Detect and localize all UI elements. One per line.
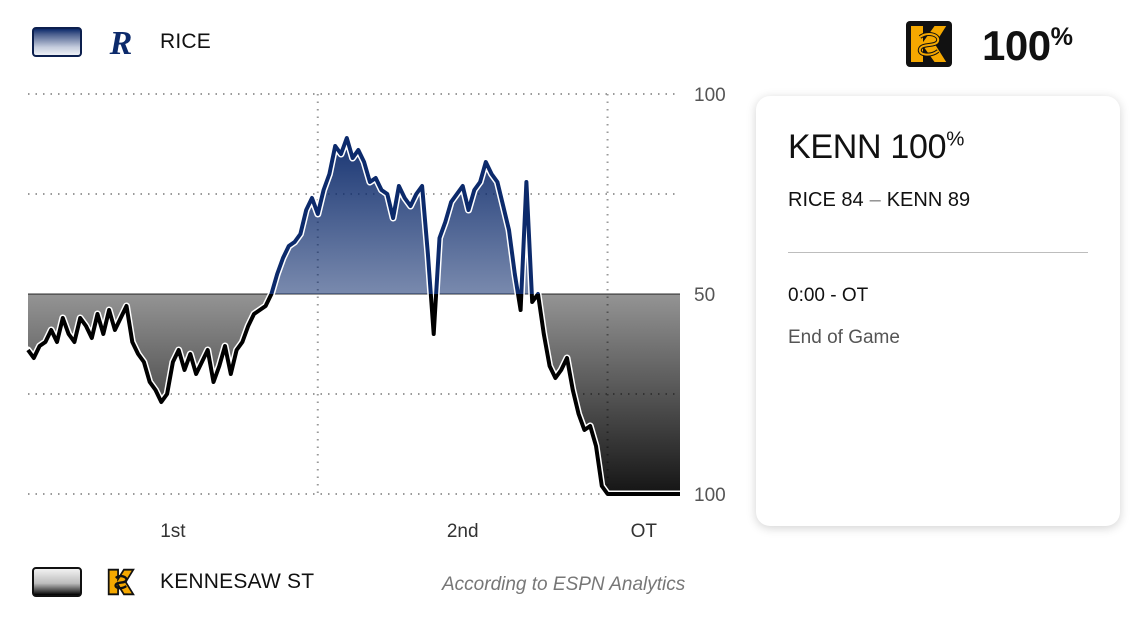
- game-status: End of Game: [788, 327, 900, 348]
- line-kennesaw-segment: [26, 294, 680, 496]
- leader-summary: 100%: [900, 14, 1073, 78]
- score-dash: –: [869, 189, 881, 211]
- line-rice-segment: [269, 136, 541, 294]
- analytics-credit: According to ESPN Analytics: [442, 574, 686, 595]
- y-tick-label-2: 100: [694, 485, 726, 506]
- leader-pct-value: 100: [982, 22, 1051, 69]
- rice-favored-area: [28, 138, 680, 294]
- period-label-2nd: 2nd: [447, 521, 479, 542]
- win-probability-chart: 100 50 100 1st 2nd OT: [0, 80, 740, 560]
- svg-text:R: R: [109, 25, 133, 60]
- ks-small-logo-icon: [104, 564, 138, 600]
- y-tick-label-1: 50: [694, 285, 715, 306]
- info-win-pct: KENN 100%: [788, 128, 964, 167]
- score-rice: RICE 84: [788, 189, 864, 211]
- rice-color-swatch: [32, 27, 82, 57]
- team-kennesaw-row: KENNESAW ST: [32, 562, 314, 602]
- info-team: KENN: [788, 128, 882, 166]
- leader-win-pct: 100%: [982, 22, 1073, 70]
- info-score: RICE 84– KENN 89: [788, 189, 970, 212]
- kennesaw-color-swatch: [32, 567, 82, 597]
- team-rice-row: R RICE: [32, 22, 211, 62]
- info-divider: [788, 252, 1088, 253]
- y-tick-label-0: 100: [694, 85, 726, 106]
- team-name-rice: RICE: [160, 30, 211, 53]
- game-info-panel: KENN 100% RICE 84– KENN 89 0:00 - OT End …: [756, 96, 1120, 526]
- info-pct-value: 100: [890, 128, 947, 166]
- period-label-1st: 1st: [160, 521, 186, 542]
- chart-svg: 100 50 100 1st 2nd OT: [24, 85, 726, 542]
- kennesaw-favored-area: [28, 294, 680, 494]
- leader-pct-symbol: %: [1050, 23, 1073, 51]
- team-name-kennesaw: KENNESAW ST: [160, 570, 315, 593]
- rice-r-logo-icon: R: [104, 24, 138, 60]
- score-kenn: KENN 89: [886, 189, 971, 211]
- info-pct-symbol: %: [946, 128, 965, 151]
- game-clock: 0:00 - OT: [788, 285, 869, 306]
- ks-logo-icon: [900, 15, 958, 78]
- period-label-ot: OT: [631, 521, 658, 542]
